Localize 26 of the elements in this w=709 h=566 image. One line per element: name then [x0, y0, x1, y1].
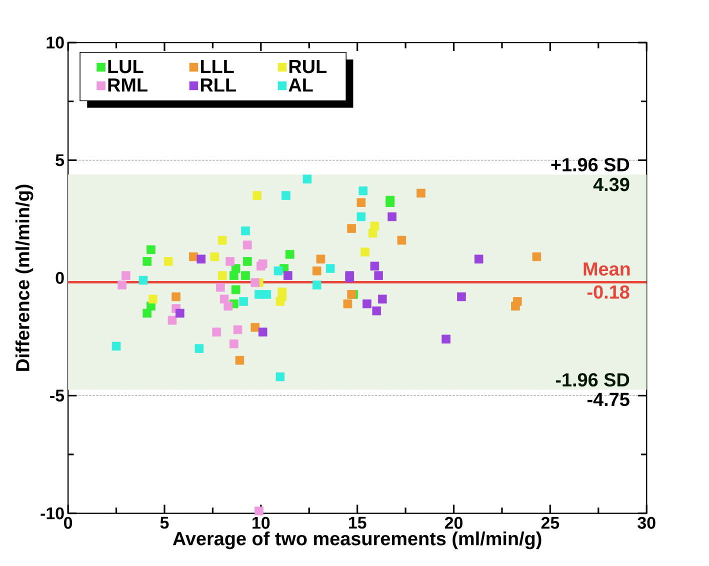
- ref-line-label: Mean: [584, 262, 630, 276]
- legend-label: RUL: [289, 60, 327, 74]
- annotation: +1.96 SD: [551, 158, 630, 172]
- y-tick-label: -5: [50, 390, 64, 402]
- annotation: 4.39: [593, 178, 630, 192]
- y-axis-title: Difference (ml/min/g): [15, 184, 34, 371]
- y-tick-label: 5: [56, 154, 64, 166]
- x-tick-label: 15: [348, 516, 366, 529]
- legend-label: LLL: [200, 60, 234, 74]
- annotation: -1.96 SD: [556, 373, 630, 387]
- x-tick-label: 10: [252, 516, 270, 529]
- x-tick-label: 30: [638, 516, 656, 529]
- legend-label: LUL: [108, 60, 144, 74]
- x-tick-label: 20: [444, 516, 462, 529]
- legend-label: AL: [288, 78, 313, 92]
- legend-label: RML: [108, 78, 148, 92]
- y-tick-label: 10: [46, 36, 64, 49]
- x-tick-label: 5: [160, 516, 169, 529]
- y-tick-label: 0: [56, 272, 64, 284]
- x-axis-title: Average of two measurements (ml/min/g): [172, 532, 542, 550]
- y-tick-label: -10: [40, 507, 64, 520]
- annotation: -4.75: [587, 393, 630, 406]
- x-tick-label: 25: [541, 516, 560, 529]
- annotation: -0.18: [587, 285, 630, 299]
- x-tick-label: 0: [64, 516, 72, 529]
- legend-label: RLL: [200, 78, 236, 92]
